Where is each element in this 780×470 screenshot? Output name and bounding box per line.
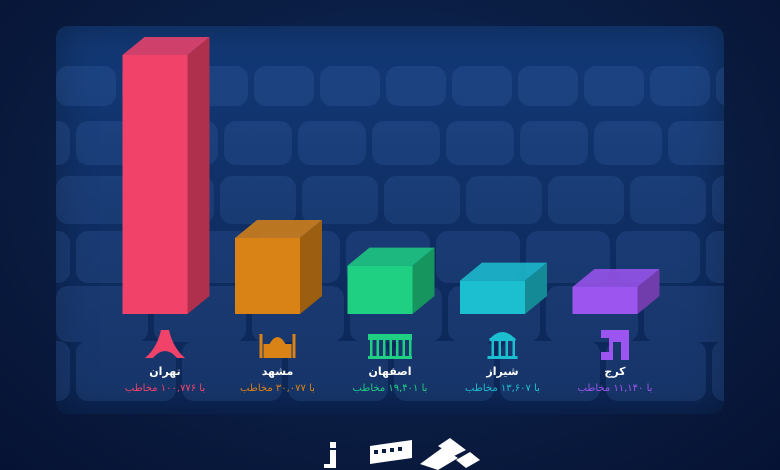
bar-front <box>235 237 300 314</box>
bar-top <box>572 269 660 287</box>
imam-reza-shrine-icon <box>259 334 296 358</box>
value-label: با ۳۰,۰۷۷ مخاطب <box>240 383 315 394</box>
bar-front <box>122 55 188 314</box>
bar-front <box>460 280 525 314</box>
bar-top <box>122 37 210 55</box>
info-logo-icon <box>324 442 336 468</box>
city-label: تهران <box>149 365 180 378</box>
bar-top <box>347 247 435 266</box>
value-label: با ۱۰۰,۷۷۶ مخاطب <box>125 383 205 394</box>
city-label: مشهد <box>262 365 294 378</box>
bar-side <box>412 247 435 314</box>
azadi-tower-icon <box>145 330 185 358</box>
city-label: کرج <box>604 365 626 379</box>
value-label: با ۱۳,۶۰۷ مخاطب <box>465 383 540 394</box>
value-label: با ۱۱,۱۴۰ مخاطب <box>578 383 653 394</box>
karaj-logo-icon <box>601 330 629 360</box>
value-label: با ۱۹,۴۰۱ مخاطب <box>353 383 428 394</box>
bar-side <box>300 219 322 314</box>
chehel-sotoun-icon <box>368 334 412 359</box>
bar-5 <box>572 269 660 314</box>
footer-logos <box>324 438 480 470</box>
bar-side <box>187 37 210 314</box>
bar-3 <box>347 247 435 314</box>
bar-4 <box>460 262 547 314</box>
cinema-ticket-logo-icon <box>370 440 412 464</box>
bar-top <box>235 219 322 238</box>
bar-front <box>572 287 638 314</box>
city-label: شیراز <box>485 365 518 378</box>
bar-2 <box>235 219 322 314</box>
bar-side <box>525 262 547 314</box>
bar-top <box>460 262 547 281</box>
hafez-tomb-icon <box>487 332 518 359</box>
bar-side <box>637 269 660 314</box>
diamond-logo-icon <box>420 438 480 470</box>
city-label: اصفهان <box>368 365 411 378</box>
bar-1 <box>122 37 210 314</box>
bar-front <box>347 265 413 314</box>
